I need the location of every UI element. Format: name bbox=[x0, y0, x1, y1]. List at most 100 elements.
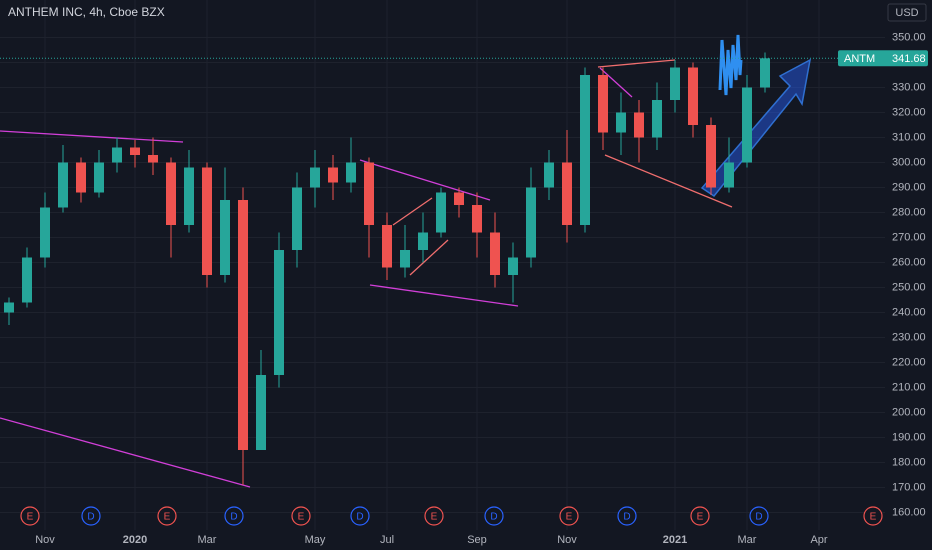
y-tick-label: 190.00 bbox=[892, 431, 926, 443]
event-label: D bbox=[230, 512, 237, 523]
candle-body bbox=[598, 75, 608, 133]
candle-body bbox=[40, 207, 50, 258]
trend-line bbox=[409, 239, 449, 276]
y-tick-label: 310.00 bbox=[892, 131, 926, 143]
candle-body bbox=[238, 200, 248, 450]
event-label: D bbox=[87, 512, 94, 523]
x-tick-label: Sep bbox=[467, 534, 487, 546]
candle-body bbox=[760, 58, 770, 88]
trend-line bbox=[369, 284, 519, 307]
event-marker bbox=[617, 506, 637, 526]
event-marker bbox=[690, 506, 710, 526]
currency: USD bbox=[895, 7, 918, 19]
y-tick-label: 170.00 bbox=[892, 481, 926, 493]
trend-line bbox=[0, 417, 251, 488]
y-tick-label: 160.00 bbox=[892, 506, 926, 518]
x-tick-label: Nov bbox=[35, 534, 55, 546]
brush bbox=[718, 34, 743, 96]
event-label: D bbox=[755, 512, 762, 523]
candle-body bbox=[94, 162, 104, 193]
candle-body bbox=[4, 302, 14, 313]
candle-body bbox=[274, 250, 284, 375]
candle-body bbox=[292, 187, 302, 250]
candle-body bbox=[256, 375, 266, 450]
last-price-value: 341.68 bbox=[892, 53, 926, 65]
candle-body bbox=[130, 147, 140, 155]
y-tick-label: 270.00 bbox=[892, 231, 926, 243]
event-marker bbox=[224, 506, 244, 526]
y-tick-label: 320.00 bbox=[892, 106, 926, 118]
x-tick-label: Mar bbox=[738, 534, 757, 546]
y-tick-label: 350.00 bbox=[892, 31, 926, 43]
x-tick-label: Apr bbox=[810, 534, 827, 546]
price-axis bbox=[885, 0, 932, 530]
event-label: D bbox=[356, 512, 363, 523]
candle-body bbox=[688, 67, 698, 125]
candle-body bbox=[310, 167, 320, 188]
currency-box bbox=[887, 3, 927, 22]
event-marker bbox=[291, 506, 311, 526]
event-label: D bbox=[623, 512, 630, 523]
candle-body bbox=[346, 162, 356, 183]
candle-body bbox=[544, 162, 554, 188]
event-marker bbox=[863, 506, 883, 526]
candles bbox=[4, 52, 770, 485]
y-tick-label: 250.00 bbox=[892, 281, 926, 293]
event-marker bbox=[559, 506, 579, 526]
y-tick-label: 210.00 bbox=[892, 381, 926, 393]
y-tick-label: 280.00 bbox=[892, 206, 926, 218]
x-tick-label: Jul bbox=[380, 534, 394, 546]
event-label: E bbox=[697, 512, 704, 523]
x-tick-label: 2021 bbox=[663, 534, 687, 546]
candle-body bbox=[58, 162, 68, 208]
y-tick-label: 240.00 bbox=[892, 306, 926, 318]
candle-body bbox=[706, 125, 716, 188]
candle-body bbox=[508, 257, 518, 275]
event-label: D bbox=[490, 512, 497, 523]
x-tick-label: 2020 bbox=[123, 534, 147, 546]
y-tick-label: 330.00 bbox=[892, 81, 926, 93]
candle-body bbox=[112, 147, 122, 163]
candle-body bbox=[22, 257, 32, 303]
event-label: E bbox=[431, 512, 438, 523]
y-tick-label: 260.00 bbox=[892, 256, 926, 268]
y-tick-label: 220.00 bbox=[892, 356, 926, 368]
candle-body bbox=[364, 162, 374, 225]
x-tick-label: Nov bbox=[557, 534, 577, 546]
trend-line bbox=[359, 159, 491, 201]
candle-body bbox=[472, 205, 482, 233]
event-marker bbox=[157, 506, 177, 526]
last-price-box bbox=[838, 50, 928, 67]
candle-body bbox=[490, 232, 500, 275]
candle-body bbox=[634, 112, 644, 138]
event-marker bbox=[484, 506, 504, 526]
time-axis bbox=[0, 530, 932, 550]
candle-body bbox=[220, 200, 230, 275]
candle-body bbox=[166, 162, 176, 225]
event-marker bbox=[424, 506, 444, 526]
trend-line bbox=[392, 197, 433, 226]
candle-body bbox=[724, 162, 734, 188]
event-label: E bbox=[870, 512, 877, 523]
event-label: E bbox=[566, 512, 573, 523]
candle-body bbox=[202, 167, 212, 275]
candle-body bbox=[454, 192, 464, 205]
candle-body bbox=[562, 162, 572, 225]
chart-title: ANTHEM INC, 4h, Cboe BZX bbox=[8, 5, 165, 19]
y-tick-label: 300.00 bbox=[892, 156, 926, 168]
event-label: E bbox=[27, 512, 34, 523]
candle-body bbox=[652, 100, 662, 138]
y-tick-label: 200.00 bbox=[892, 406, 926, 418]
event-marker bbox=[749, 506, 769, 526]
event-marker bbox=[350, 506, 370, 526]
candle-body bbox=[670, 67, 680, 100]
y-tick-label: 290.00 bbox=[892, 181, 926, 193]
candle-body bbox=[184, 167, 194, 225]
event-marker bbox=[20, 506, 40, 526]
candle-body bbox=[148, 155, 158, 163]
candle-body bbox=[526, 187, 536, 258]
event-label: E bbox=[298, 512, 305, 523]
trend-line bbox=[597, 59, 676, 68]
